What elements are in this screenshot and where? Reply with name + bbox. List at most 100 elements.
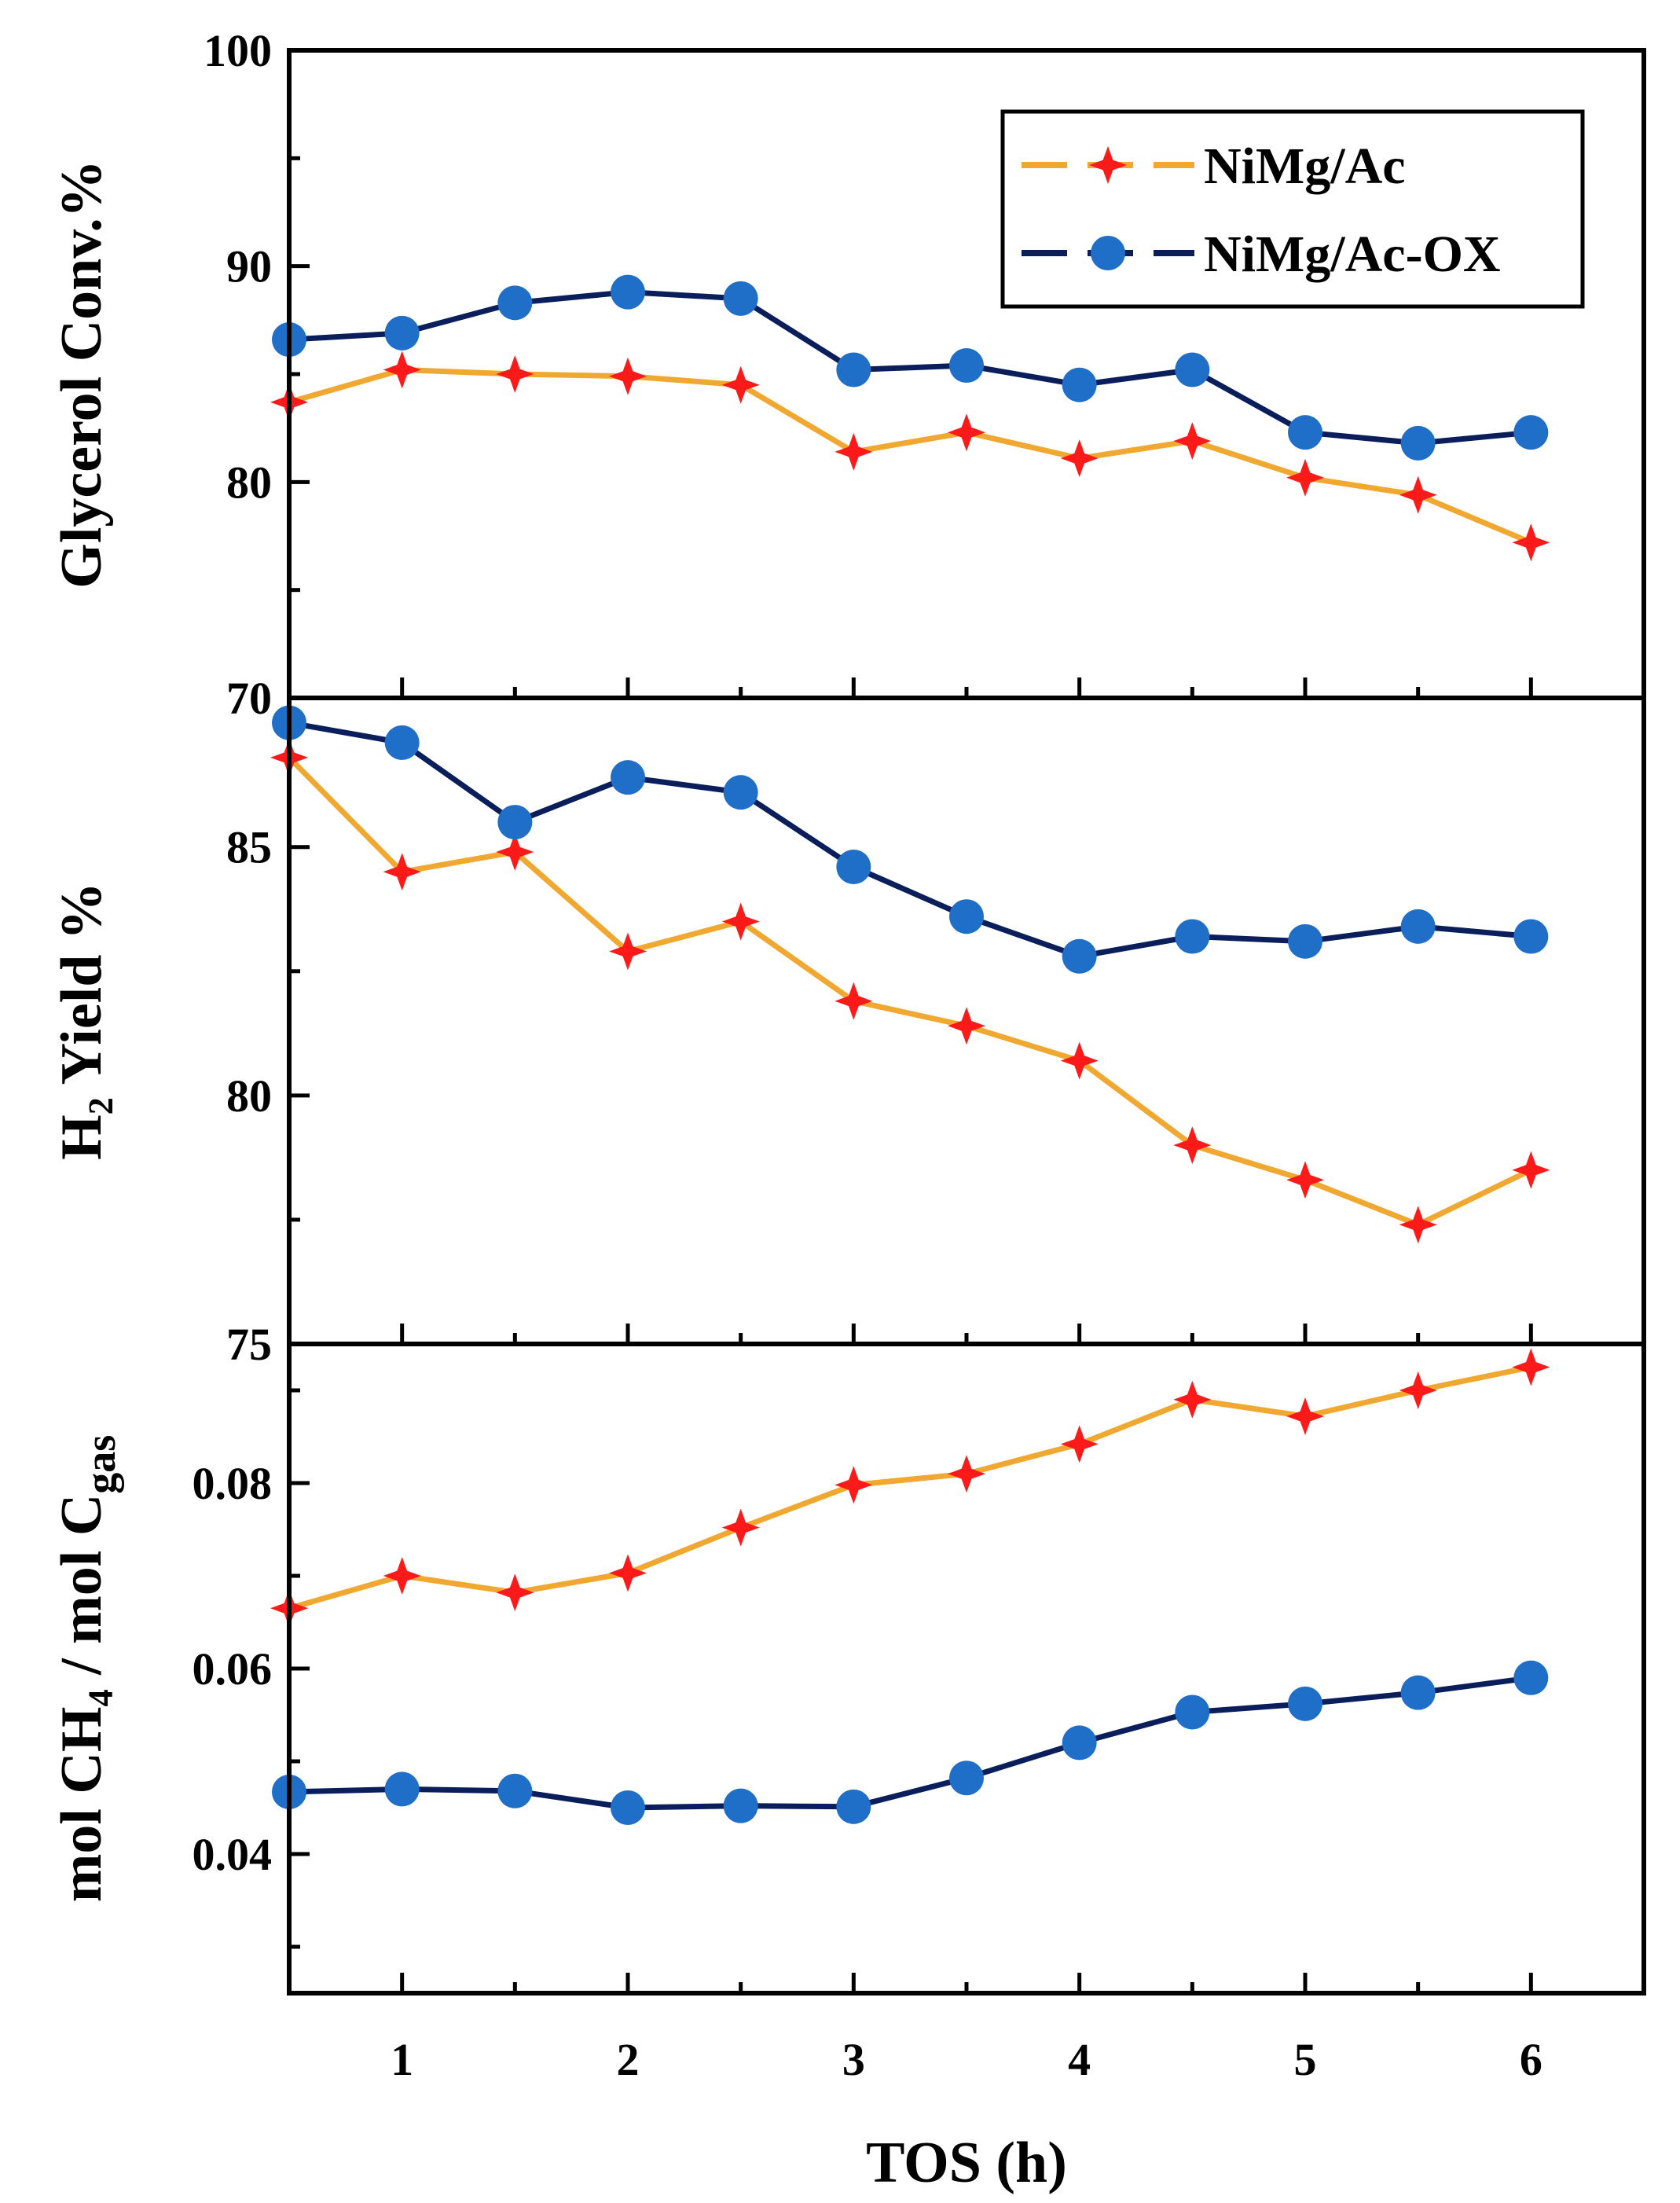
data-point bbox=[1173, 422, 1212, 461]
series-ch4-1 bbox=[272, 1660, 1549, 1825]
series-line bbox=[288, 720, 1531, 960]
series-glycerol-0 bbox=[270, 351, 1550, 562]
y-axis-title-text: Glycerol Conv.% bbox=[50, 160, 114, 588]
legend-entry: NiMg/Ac-OX bbox=[1022, 226, 1501, 283]
series-glycerol-1 bbox=[272, 274, 1549, 461]
data-point bbox=[609, 1554, 647, 1592]
data-point bbox=[1512, 1348, 1550, 1386]
data-point bbox=[948, 1007, 985, 1045]
data-point bbox=[949, 348, 984, 384]
data-point bbox=[1512, 1151, 1550, 1189]
y-axis-title-text: mol CH₄ / mol C bbox=[50, 1494, 114, 1903]
y-tick-label: 90 bbox=[226, 241, 272, 292]
y-tick-label: 0.08 bbox=[193, 1458, 273, 1509]
data-point bbox=[1400, 1675, 1436, 1710]
data-point bbox=[1175, 1694, 1210, 1730]
data-point bbox=[1513, 415, 1549, 450]
y-tick-label: 75 bbox=[226, 1319, 272, 1370]
data-point bbox=[948, 413, 985, 452]
panel-ch4: 0.04 0.06 0.08 mol CH₄ / mol Cgas bbox=[50, 1342, 1646, 1996]
data-point bbox=[834, 432, 873, 471]
series-line bbox=[288, 1675, 1531, 1811]
data-point bbox=[611, 274, 645, 310]
data-point bbox=[723, 775, 758, 810]
y-axis-title: Glycerol Conv.% bbox=[50, 160, 114, 588]
data-point bbox=[384, 1772, 420, 1807]
y-axis-title-text: H₂ Yield % bbox=[50, 882, 114, 1160]
x-tick-label: 1 bbox=[391, 2034, 413, 2085]
data-point bbox=[1062, 1725, 1097, 1761]
series-line bbox=[288, 289, 1531, 446]
data-point bbox=[383, 853, 421, 891]
y-tick-label: 100 bbox=[204, 25, 272, 76]
x-tick-label: 4 bbox=[1068, 2034, 1091, 2085]
x-tick-label: 2 bbox=[617, 2034, 640, 2085]
data-point bbox=[384, 725, 420, 760]
y-axis-title: H₂ Yield % bbox=[50, 882, 114, 1160]
data-point bbox=[836, 1789, 871, 1824]
data-point bbox=[383, 1557, 421, 1595]
data-point bbox=[497, 1773, 533, 1808]
series-line bbox=[288, 367, 1532, 545]
data-point bbox=[1513, 1660, 1549, 1695]
x-tick-label: 3 bbox=[842, 2034, 865, 2085]
x-tick-label: 6 bbox=[1520, 2034, 1542, 2085]
data-point bbox=[1060, 1041, 1099, 1080]
data-point bbox=[1062, 367, 1097, 402]
y-tick-label: 80 bbox=[226, 1070, 272, 1122]
data-point bbox=[1062, 938, 1097, 974]
data-point bbox=[611, 1790, 645, 1825]
data-point bbox=[723, 1788, 758, 1823]
legend-marker bbox=[1089, 146, 1127, 184]
data-point bbox=[496, 833, 534, 871]
data-point bbox=[1400, 425, 1436, 461]
series-ch4-0 bbox=[270, 1348, 1550, 1628]
data-point bbox=[1288, 1686, 1322, 1721]
data-point bbox=[609, 932, 647, 971]
data-point bbox=[1513, 919, 1549, 954]
legend-entry: NiMg/Ac bbox=[1022, 138, 1406, 195]
data-point bbox=[1288, 923, 1322, 959]
legend: NiMg/Ac NiMg/Ac-OX bbox=[1000, 109, 1585, 309]
data-point bbox=[1399, 475, 1437, 514]
series-line bbox=[287, 755, 1532, 1228]
data-point bbox=[383, 351, 421, 389]
data-point bbox=[1399, 1206, 1437, 1244]
data-point bbox=[1512, 523, 1550, 562]
data-point bbox=[1060, 439, 1099, 478]
data-point bbox=[1288, 415, 1322, 450]
y-tick-label: 85 bbox=[226, 822, 272, 873]
data-point bbox=[497, 805, 533, 840]
data-point bbox=[721, 902, 760, 941]
data-point bbox=[723, 281, 758, 316]
data-point bbox=[611, 760, 645, 795]
data-point bbox=[384, 315, 420, 351]
data-point bbox=[949, 899, 984, 934]
legend-box bbox=[1000, 109, 1585, 309]
panel-frame bbox=[287, 1342, 1646, 1996]
data-point bbox=[1286, 458, 1324, 497]
legend-label: NiMg/Ac-OX bbox=[1204, 226, 1501, 283]
y-tick-label: 80 bbox=[226, 457, 272, 508]
data-point bbox=[1286, 1397, 1324, 1435]
data-point bbox=[836, 352, 871, 387]
data-point bbox=[1173, 1126, 1212, 1165]
data-point bbox=[949, 1761, 984, 1796]
y-tick-label: 70 bbox=[226, 673, 272, 724]
data-point bbox=[497, 285, 533, 321]
data-point bbox=[496, 355, 534, 393]
data-point bbox=[609, 357, 647, 395]
legend-label: NiMg/Ac bbox=[1204, 138, 1406, 195]
data-point bbox=[721, 1508, 760, 1547]
series-h2-1 bbox=[272, 705, 1549, 974]
y-axis-title: mol CH₄ / mol Cgas bbox=[50, 1435, 124, 1903]
x-tick-label: 5 bbox=[1294, 2034, 1317, 2085]
panel-glycerol: 70 80 90 100 Glycerol Conv.% bbox=[50, 25, 1646, 724]
data-point bbox=[834, 1466, 873, 1504]
data-point bbox=[948, 1455, 985, 1493]
data-point bbox=[836, 849, 871, 884]
data-point bbox=[1060, 1425, 1099, 1463]
data-point bbox=[1175, 352, 1210, 387]
data-point bbox=[1175, 919, 1210, 954]
